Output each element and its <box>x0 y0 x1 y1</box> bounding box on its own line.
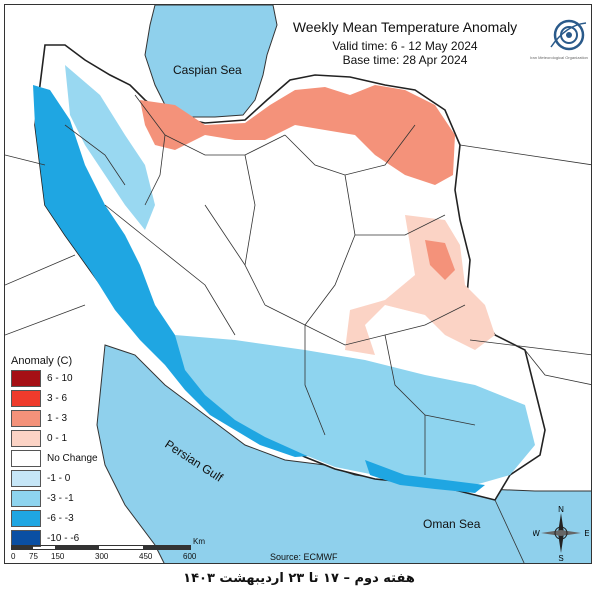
map-title: Weekly Mean Temperature Anomaly <box>292 19 518 35</box>
legend-item: No Change <box>11 449 101 468</box>
legend-item: -3 - -1 <box>11 489 101 508</box>
legend-swatch <box>11 430 41 447</box>
scale-tick-300: 300 <box>95 552 109 561</box>
scale-tick-450: 450 <box>139 552 153 561</box>
legend-label: -1 - 0 <box>47 473 71 484</box>
legend-item: 1 - 3 <box>11 409 101 428</box>
legend-label: -10 - -6 <box>47 533 80 544</box>
map-frame: Weekly Mean Temperature Anomaly Valid ti… <box>4 4 592 564</box>
oman-label: Oman Sea <box>423 517 481 531</box>
legend-label: 3 - 6 <box>47 393 68 404</box>
legend-swatch <box>11 490 41 507</box>
scale-tick-150: 150 <box>51 552 65 561</box>
legend-label: No Change <box>47 453 98 464</box>
persian-caption: هفته دوم – ۱۷ تا ۲۳ اردیبهشت ۱۴۰۳ <box>183 571 415 586</box>
compass-s: S <box>558 554 563 561</box>
legend-swatch <box>11 510 41 527</box>
compass-w: W <box>533 529 540 538</box>
base-time: Base time: 28 Apr 2024 <box>342 53 468 67</box>
caspian-sea <box>144 5 278 118</box>
legend-item: 0 - 1 <box>11 429 101 448</box>
legend-swatch <box>11 410 41 427</box>
compass-e: E <box>584 529 589 538</box>
scale-tick-600: 600 <box>183 552 197 561</box>
scale-tick-0: 0 <box>11 552 16 561</box>
map-canvas <box>5 5 591 563</box>
scale-unit: Km <box>193 537 205 546</box>
scale-seg-1 <box>11 545 33 550</box>
legend-label: 1 - 3 <box>47 413 68 424</box>
legend-label: 6 - 10 <box>47 373 73 384</box>
anomaly-area-south-dark <box>365 460 485 493</box>
legend-swatch <box>11 370 41 387</box>
legend-swatch <box>11 450 41 467</box>
legend-swatch <box>11 390 41 407</box>
compass-rose-icon: N S E W <box>533 505 589 561</box>
legend-item: -6 - -3 <box>11 509 101 528</box>
anomaly-area-east-warm <box>345 215 495 355</box>
legend-label: -3 - -1 <box>47 493 74 504</box>
scale-bar: 0 75 150 300 450 600 Km <box>11 537 205 563</box>
legend-item: -1 - 0 <box>11 469 101 488</box>
logo-text: Iran Meteorological Organization <box>530 55 588 60</box>
compass-n: N <box>558 505 564 514</box>
anomaly-area-west <box>33 85 325 457</box>
anomaly-area-east-warm-core <box>425 240 455 280</box>
scale-seg-2 <box>55 545 99 550</box>
legend-item: 3 - 6 <box>11 389 101 408</box>
source-label: Source: ECMWF <box>270 552 338 562</box>
legend-item: 6 - 10 <box>11 369 101 388</box>
meteorology-logo-icon <box>550 19 587 51</box>
caspian-label: Caspian Sea <box>173 63 242 77</box>
legend-label: 0 - 1 <box>47 433 68 444</box>
anomaly-area-west-light <box>65 65 155 230</box>
anomaly-area-north-warm <box>140 85 455 185</box>
legend: Anomaly (C) 6 - 10 3 - 6 1 - 3 0 - 1 No Chan… <box>11 355 101 549</box>
neighbour-borders <box>5 144 591 563</box>
legend-label: -6 - -3 <box>47 513 74 524</box>
scale-tick-75: 75 <box>29 552 38 561</box>
scale-seg-3 <box>143 545 191 550</box>
province-borders <box>64 94 476 475</box>
legend-title: Anomaly (C) <box>11 355 73 367</box>
legend-swatch <box>11 470 41 487</box>
valid-time: Valid time: 6 - 12 May 2024 <box>332 39 478 53</box>
legend-items: 6 - 10 3 - 6 1 - 3 0 - 1 No Change -1 - 0 -3 -… <box>11 369 101 548</box>
anomaly-area-south <box>175 335 535 485</box>
